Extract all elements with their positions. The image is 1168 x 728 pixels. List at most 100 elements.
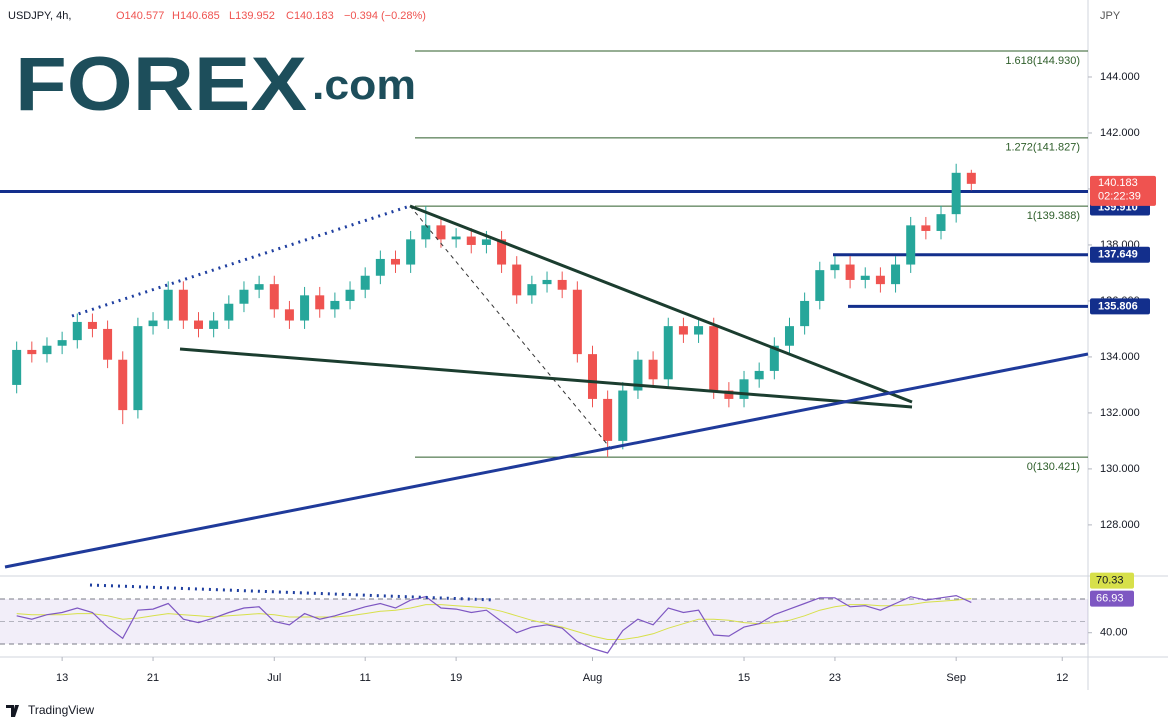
candle-body	[284, 309, 294, 321]
candle-body	[375, 258, 385, 276]
ohlc-high: H140.685	[172, 10, 220, 22]
candle-body	[784, 326, 794, 346]
rsi-trend-line	[89, 583, 496, 602]
candle-body	[27, 349, 37, 355]
level-price-tag: 137.649	[1090, 246, 1150, 263]
candle-body	[724, 390, 734, 399]
candle-body	[891, 264, 901, 285]
candle-body	[390, 258, 400, 265]
candle-body	[936, 214, 946, 231]
candle-body	[800, 300, 810, 327]
candle-body	[542, 279, 552, 285]
candle-body	[148, 320, 158, 327]
candle-body	[815, 270, 825, 301]
ohlc-low: L139.952	[229, 10, 275, 22]
candle-body	[512, 264, 522, 296]
candle-body	[678, 326, 688, 335]
candle-body	[72, 321, 82, 341]
candle-body	[618, 390, 628, 441]
candle-body	[845, 264, 855, 280]
ohlc-change: −0.394 (−0.28%)	[344, 10, 426, 22]
level-price-tag: 135.806	[1090, 298, 1150, 315]
candle-body	[87, 321, 97, 329]
footer-logo	[6, 705, 19, 717]
candle-body	[103, 328, 113, 360]
tv-icon	[6, 705, 19, 717]
candle-body	[163, 289, 173, 321]
x-tick-label: 23	[829, 672, 841, 684]
candle-body	[633, 359, 643, 391]
fib-label: 1.272(141.827)	[1005, 142, 1080, 154]
candle-body	[587, 354, 597, 399]
level-price-box	[1090, 246, 1150, 263]
rsi-value-label: 66.93	[1096, 592, 1124, 604]
rsi-line	[16, 598, 972, 640]
y-tick-label: 130.000	[1100, 463, 1140, 475]
x-tick-label: Aug	[583, 672, 603, 684]
x-tick-label: 15	[738, 672, 750, 684]
x-tick-label: 21	[147, 672, 159, 684]
candle-body	[906, 225, 916, 265]
x-tick-label: Jul	[267, 672, 281, 684]
rsi-value-box	[1090, 572, 1134, 589]
candle-body	[557, 279, 567, 290]
candle-body	[527, 284, 537, 296]
candle-body	[663, 326, 673, 380]
price-pane: 1.618(144.930) 1.272(141.827) 1(139.388) 0(…	[0, 50, 1088, 654]
fib-label: 0(130.421)	[1027, 461, 1080, 473]
symbol: USDJPY, 4h,	[8, 10, 71, 22]
candle-body	[769, 345, 779, 371]
candle-body	[830, 264, 840, 271]
candle-body	[709, 326, 719, 391]
candle-body	[406, 239, 416, 265]
x-tick-label: 13	[56, 672, 68, 684]
candle-body	[421, 225, 431, 240]
logo-suffix: .com	[312, 61, 416, 108]
last-price-label: 140.183	[1098, 177, 1138, 189]
last-price-box	[1090, 175, 1156, 206]
fib-label: 1.618(144.930)	[1005, 55, 1080, 67]
candle-body	[12, 349, 22, 385]
candle-body	[497, 239, 507, 265]
logo-main: FOREX	[15, 42, 307, 127]
ohlc-close: C140.183	[286, 10, 334, 22]
candle-body	[269, 284, 279, 310]
ohlc-open: O140.577	[116, 10, 164, 22]
x-tick-label: 19	[450, 672, 462, 684]
candle-body	[603, 398, 613, 441]
candle-body	[239, 289, 249, 304]
y-tick-label: 144.000	[1100, 71, 1140, 83]
wedge-lower	[179, 347, 913, 409]
y-tick-label: 134.000	[1100, 351, 1140, 363]
rsi-value-label: 70.33	[1096, 574, 1124, 586]
level-price-box	[1090, 298, 1150, 315]
y-tick-label: 128.000	[1100, 519, 1140, 531]
candle-body	[860, 275, 870, 280]
candle-body	[345, 289, 355, 301]
y-tick-label: 132.000	[1100, 407, 1140, 419]
candle-body	[209, 320, 219, 329]
rsi-line	[16, 594, 972, 654]
currency: JPY	[1100, 10, 1121, 22]
candle-body	[300, 295, 310, 321]
candle-body	[466, 236, 476, 245]
wedge-upper	[409, 204, 913, 404]
candle-body	[315, 295, 325, 310]
candle-body	[178, 289, 188, 321]
candle-body	[951, 172, 961, 215]
footer: TradingView	[28, 703, 94, 717]
y-tick-label: 142.000	[1100, 127, 1140, 139]
y-tick-label: 40.00	[1100, 627, 1128, 639]
level-price-label: 135.806	[1098, 300, 1138, 312]
drawings	[4, 204, 1089, 602]
x-tick-label: 11	[359, 672, 370, 684]
candle-body	[360, 275, 370, 290]
x-tick-label: Sep	[946, 672, 966, 684]
candle-body	[194, 320, 204, 329]
candle-body	[436, 225, 446, 240]
candle-body	[481, 239, 491, 245]
candle-body	[57, 340, 67, 346]
countdown: 02:22:39	[1098, 191, 1141, 203]
